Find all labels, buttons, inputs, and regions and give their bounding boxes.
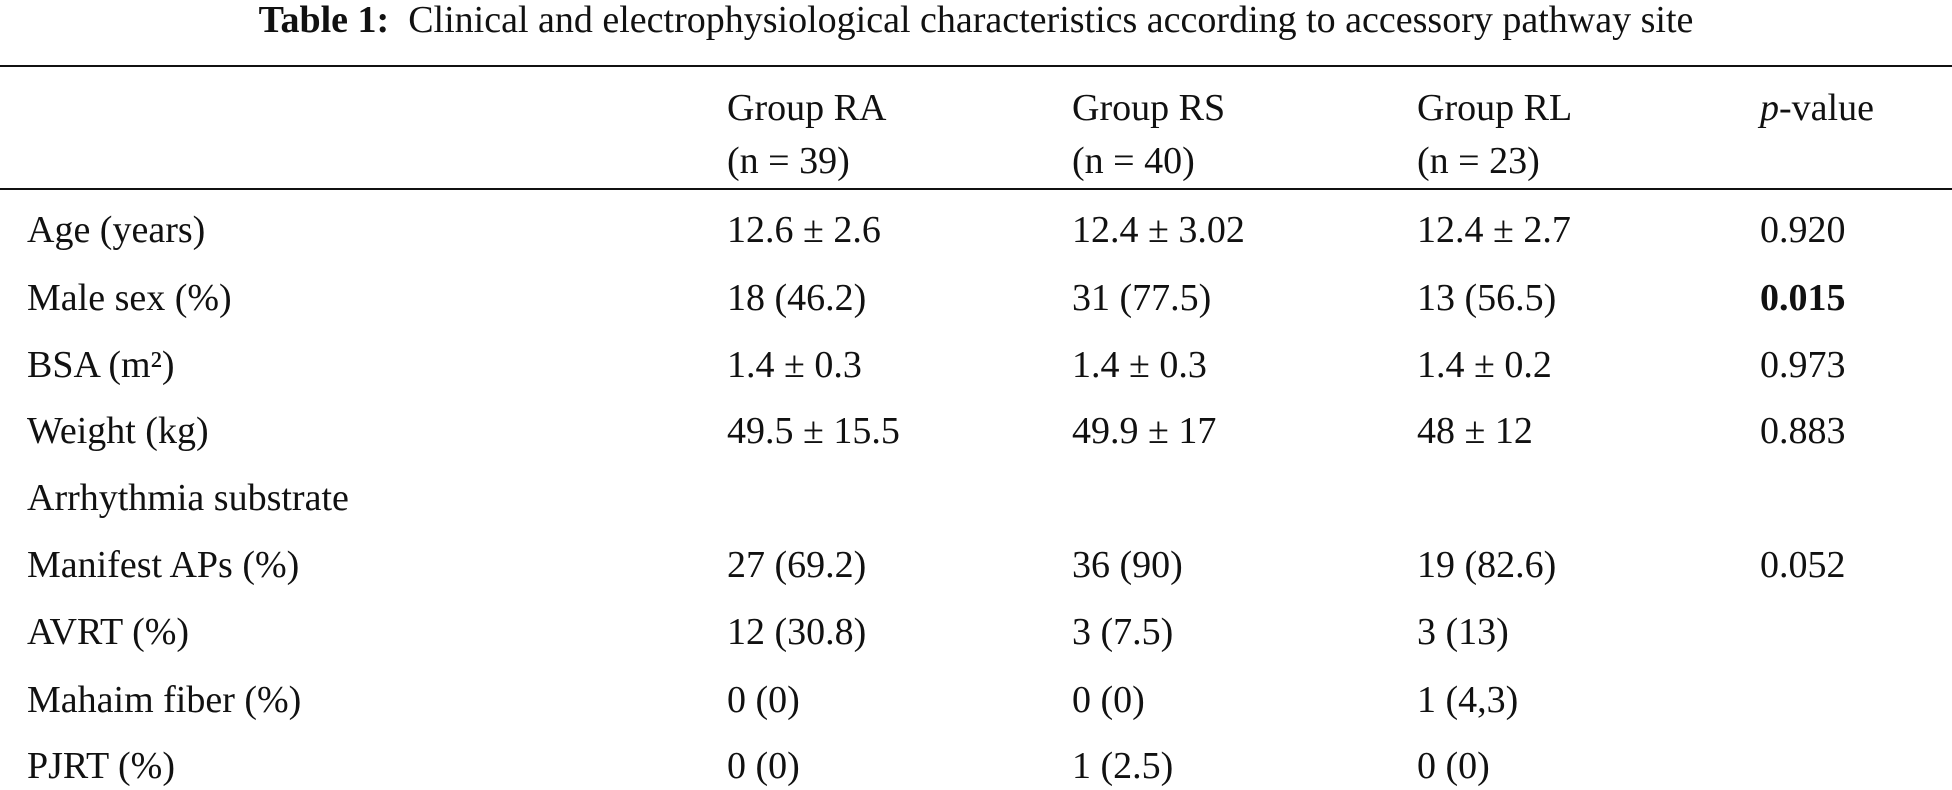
row-label: Mahaim fiber (%) bbox=[27, 679, 302, 721]
cell: 36 (90) bbox=[1072, 544, 1183, 586]
cell: 49.9 ± 17 bbox=[1072, 410, 1217, 452]
cell: 0.973 bbox=[1760, 344, 1846, 386]
cell: 1 (4,3) bbox=[1417, 679, 1519, 721]
cell: 0 (0) bbox=[727, 679, 800, 721]
cell: 12 (30.8) bbox=[727, 611, 867, 653]
row-label: Weight (kg) bbox=[27, 410, 209, 452]
table-title: Table 1: Clinical and electrophysiologic… bbox=[0, 1, 1952, 39]
header-cell: (n = 39) bbox=[727, 140, 850, 182]
cell: 3 (7.5) bbox=[1072, 611, 1174, 653]
cell: 31 (77.5) bbox=[1072, 277, 1212, 319]
cell: 27 (69.2) bbox=[727, 544, 867, 586]
cell: 12.4 ± 2.7 bbox=[1417, 209, 1571, 251]
title-text: Clinical and electrophysiological charac… bbox=[408, 0, 1694, 41]
header-cell: (n = 23) bbox=[1417, 140, 1540, 182]
cell: 0 (0) bbox=[1072, 679, 1145, 721]
row-label: Arrhythmia substrate bbox=[27, 477, 349, 519]
cell: 12.6 ± 2.6 bbox=[727, 209, 881, 251]
row-label: Manifest APs (%) bbox=[27, 544, 300, 586]
cell: 12.4 ± 3.02 bbox=[1072, 209, 1245, 251]
cell: 1.4 ± 0.2 bbox=[1417, 344, 1552, 386]
row-label: PJRT (%) bbox=[27, 745, 175, 787]
header-rule bbox=[0, 188, 1952, 190]
cell: 0.920 bbox=[1760, 209, 1846, 251]
cell: 19 (82.6) bbox=[1417, 544, 1557, 586]
header-cell: p-value bbox=[1760, 89, 1874, 127]
header-italic: p bbox=[1760, 87, 1779, 129]
row-label: BSA (m²) bbox=[27, 344, 175, 386]
header-cell: Group RS bbox=[1072, 87, 1226, 129]
cell: 0 (0) bbox=[1417, 745, 1490, 787]
cell: 1.4 ± 0.3 bbox=[727, 344, 862, 386]
row-label: AVRT (%) bbox=[27, 611, 190, 653]
cell: 3 (13) bbox=[1417, 611, 1509, 653]
title-label: Table 1: bbox=[258, 0, 390, 41]
cell: 0.052 bbox=[1760, 544, 1846, 586]
header-text: -value bbox=[1779, 87, 1874, 129]
top-rule bbox=[0, 65, 1952, 67]
row-label: Age (years) bbox=[27, 209, 206, 251]
cell: 13 (56.5) bbox=[1417, 277, 1557, 319]
header-cell: (n = 40) bbox=[1072, 140, 1195, 182]
header-cell: Group RA bbox=[727, 87, 887, 129]
cell: 18 (46.2) bbox=[727, 277, 867, 319]
cell: 0.883 bbox=[1760, 410, 1846, 452]
cell: 49.5 ± 15.5 bbox=[727, 410, 900, 452]
row-label: Male sex (%) bbox=[27, 277, 232, 319]
header-cell: Group RL bbox=[1417, 87, 1573, 129]
cell: 1 (2.5) bbox=[1072, 745, 1174, 787]
cell: 1.4 ± 0.3 bbox=[1072, 344, 1207, 386]
cell: 48 ± 12 bbox=[1417, 410, 1533, 452]
cell: 0 (0) bbox=[727, 745, 800, 787]
cell: 0.015 bbox=[1760, 277, 1846, 319]
